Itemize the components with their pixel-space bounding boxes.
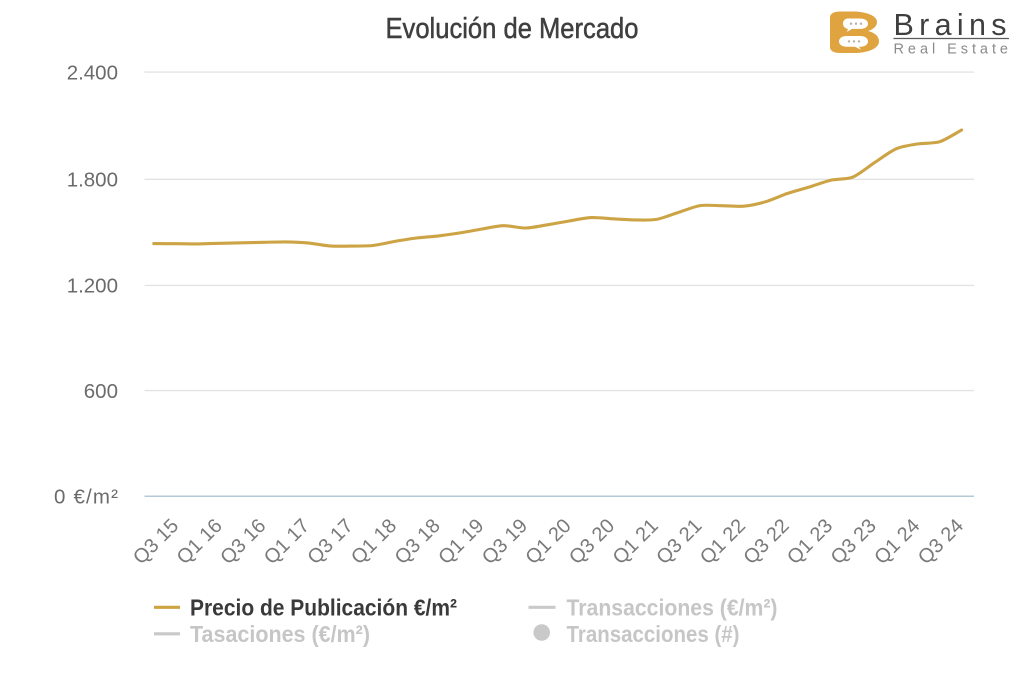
svg-text:Precio de Publicación €/m²: Precio de Publicación €/m² [190, 594, 457, 620]
svg-text:Q3 22: Q3 22 [740, 515, 794, 569]
svg-text:Q3 21: Q3 21 [652, 515, 706, 569]
svg-text:Tasaciones (€/m²): Tasaciones (€/m²) [190, 621, 370, 647]
svg-text:Q3 23: Q3 23 [827, 515, 881, 569]
svg-text:0 €/m²: 0 €/m² [54, 486, 118, 509]
svg-text:Q3 24: Q3 24 [914, 515, 968, 569]
svg-text:Q1 20: Q1 20 [522, 515, 576, 569]
svg-text:Transacciones (#): Transacciones (#) [567, 621, 740, 647]
svg-text:Evolución de Mercado: Evolución de Mercado [386, 13, 639, 45]
svg-text:Transacciones (€/m²): Transacciones (€/m²) [567, 594, 778, 620]
svg-text:Q1 19: Q1 19 [434, 515, 488, 569]
svg-text:1.200: 1.200 [67, 275, 118, 298]
svg-text:600: 600 [84, 380, 118, 403]
svg-text:1.800: 1.800 [67, 169, 118, 192]
svg-text:Q1 16: Q1 16 [173, 515, 227, 569]
svg-text:Q1 21: Q1 21 [609, 515, 663, 569]
svg-text:Real Estate: Real Estate [894, 41, 1009, 57]
svg-text:Q1 18: Q1 18 [347, 515, 401, 569]
svg-text:Q1 17: Q1 17 [260, 515, 314, 569]
svg-text:Q3 18: Q3 18 [391, 515, 445, 569]
svg-text:Q1 23: Q1 23 [783, 515, 837, 569]
svg-text:Q3 16: Q3 16 [216, 515, 270, 569]
svg-text:Q3 19: Q3 19 [478, 515, 532, 569]
svg-text:2.400: 2.400 [67, 61, 118, 84]
svg-text:Q3 15: Q3 15 [129, 515, 183, 569]
svg-text:Brains: Brains [894, 8, 1007, 42]
svg-text:Q1 24: Q1 24 [870, 515, 924, 569]
svg-text:Q3 20: Q3 20 [565, 515, 619, 569]
svg-text:Q1 22: Q1 22 [696, 515, 750, 569]
svg-text:Q3 17: Q3 17 [304, 515, 358, 569]
